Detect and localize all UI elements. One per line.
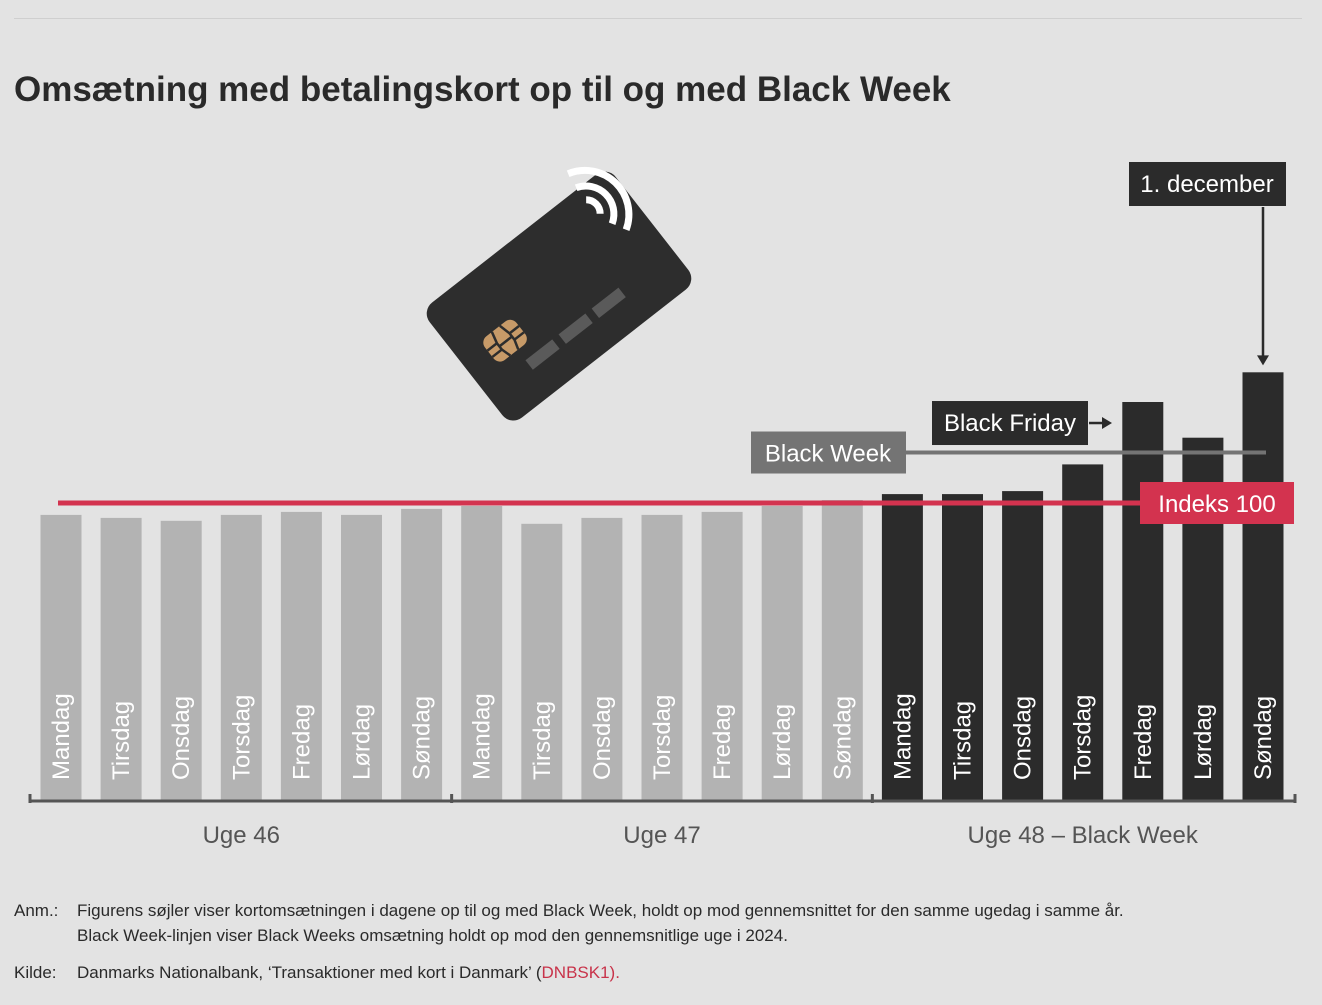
december-label-box <box>1129 162 1286 206</box>
chart-notes: Anm.: Figurens søjler viser kortomsætnin… <box>14 898 1309 985</box>
bar <box>160 520 202 800</box>
bar <box>461 506 503 800</box>
group-label: Uge 48 – Black Week <box>968 822 1199 849</box>
bar-day-label: Onsdag <box>589 696 616 780</box>
black-friday-arrow-head <box>1102 417 1112 430</box>
bar-day-label: Tirsdag <box>950 701 977 780</box>
bar <box>100 517 142 800</box>
bar-day-label: Søndag <box>409 696 436 780</box>
anm-text-line-1: Figurens søjler viser kortomsætningen i … <box>77 901 1124 920</box>
bar <box>1242 372 1284 800</box>
black-friday-label: Black Friday <box>944 410 1076 437</box>
source-description: Danmarks Nationalbank, ‘Transaktioner me… <box>77 963 542 982</box>
bar <box>761 506 803 800</box>
bar <box>942 494 983 800</box>
bar <box>1062 464 1104 800</box>
december-arrow-head <box>1257 355 1269 366</box>
bar <box>401 508 443 800</box>
bar-chart: Mandag Tirsdag Onsdag Torsdag Fredag Lørdag Sø… <box>28 162 1297 849</box>
bar-day-label: Fredag <box>709 704 736 780</box>
anm-row: Anm.: Figurens søjler viser kortomsætnin… <box>14 898 1309 948</box>
group-label: Uge 46 <box>203 822 280 849</box>
source-link[interactable]: DNBSK1). <box>541 963 620 982</box>
bar-day-label: Onsdag <box>1010 696 1037 780</box>
bar-day-label: Onsdag <box>168 696 195 780</box>
bar-day-label: Fredag <box>1130 704 1157 780</box>
bar <box>40 514 82 800</box>
bar-day-label: Søndag <box>829 696 856 780</box>
bar <box>1122 402 1164 800</box>
chart-title: Omsætning med betalingskort op til og me… <box>14 70 951 109</box>
payment-card-icon <box>426 166 692 421</box>
source-row: Kilde: Danmarks Nationalbank, ‘Transakti… <box>14 960 1309 985</box>
index-100-label: Indeks 100 <box>1158 491 1275 518</box>
anm-text: Figurens søjler viser kortomsætningen i … <box>77 898 1309 948</box>
bar <box>220 514 262 800</box>
bar <box>1002 491 1044 800</box>
bar <box>881 494 923 800</box>
bar-day-label: Torsdag <box>228 695 255 780</box>
group-label: Uge 47 <box>623 822 700 849</box>
bar <box>641 514 683 800</box>
black-friday-label-box <box>932 401 1088 446</box>
black-week-label-box <box>751 431 906 474</box>
top-divider <box>14 18 1302 19</box>
index-100-label-box <box>1140 482 1294 524</box>
bar-day-label: Lørdag <box>769 704 796 780</box>
source-text: Danmarks Nationalbank, ‘Transaktioner me… <box>77 960 1309 985</box>
bar <box>701 511 743 800</box>
source-label: Kilde: <box>14 963 57 982</box>
bar <box>581 517 623 800</box>
bar-day-label: Søndag <box>1250 696 1277 780</box>
bar-day-label: Torsdag <box>649 695 676 780</box>
bar-day-label: Mandag <box>48 693 75 780</box>
bar-day-label: Fredag <box>288 704 315 780</box>
bar-day-label: Tirsdag <box>529 701 556 780</box>
bar-day-label: Torsdag <box>1070 695 1097 780</box>
anm-text-line-2: Black Week-linjen viser Black Weeks omsæ… <box>77 926 788 945</box>
bar-day-label: Tirsdag <box>108 701 135 780</box>
bar-day-label: Mandag <box>889 693 916 780</box>
bar <box>521 523 563 800</box>
bar-day-label: Mandag <box>469 693 496 780</box>
black-week-label: Black Week <box>765 441 892 468</box>
bar <box>341 514 382 800</box>
bar-day-label: Lørdag <box>349 704 376 780</box>
anm-label: Anm.: <box>14 901 59 920</box>
bar-day-label: Lørdag <box>1190 704 1217 780</box>
bar <box>821 500 863 800</box>
december-label: 1. december <box>1140 171 1273 198</box>
bar <box>280 511 322 800</box>
